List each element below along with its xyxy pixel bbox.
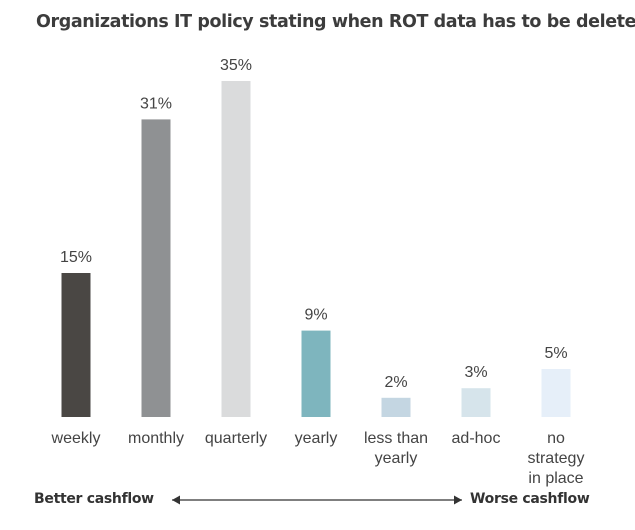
category-label: yearly xyxy=(375,450,418,467)
chart-title: Organizations IT policy stating when ROT… xyxy=(36,12,635,32)
worse-cashflow-label: Worse cashflow xyxy=(470,491,590,507)
bar-0 xyxy=(61,273,91,417)
bar-2 xyxy=(221,81,251,417)
bar-4 xyxy=(381,397,411,417)
category-label: less than xyxy=(364,430,428,447)
value-label: 9% xyxy=(304,307,327,324)
arrow-left-head-icon xyxy=(172,495,180,505)
value-label: 3% xyxy=(464,364,487,381)
category-label: weekly xyxy=(51,430,101,447)
category-label: in place xyxy=(528,470,583,487)
arrow-right-head-icon xyxy=(454,495,462,505)
better-cashflow-label: Better cashflow xyxy=(34,491,154,507)
bar-6 xyxy=(541,369,571,417)
category-label: no xyxy=(547,430,565,447)
bar-3 xyxy=(301,330,331,417)
category-label: quarterly xyxy=(205,430,267,447)
category-label: monthly xyxy=(128,430,184,447)
bar-5 xyxy=(461,388,491,417)
value-label: 31% xyxy=(140,95,172,112)
category-label: strategy xyxy=(528,450,585,467)
value-label: 35% xyxy=(220,57,252,74)
value-label: 2% xyxy=(384,374,407,391)
category-label: ad-hoc xyxy=(452,430,501,447)
value-label: 5% xyxy=(544,345,567,362)
value-label: 15% xyxy=(60,249,92,266)
bar-1 xyxy=(141,119,171,418)
category-label: yearly xyxy=(295,430,338,447)
